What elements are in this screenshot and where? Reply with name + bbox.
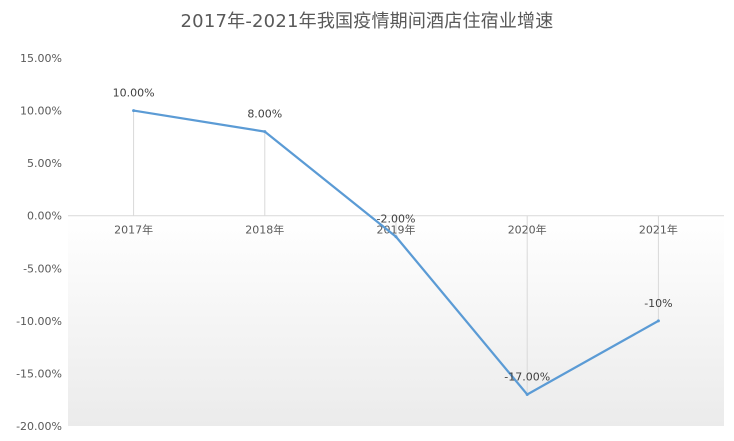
data-label: -17.00% [504,370,550,383]
y-tick-label: -10.00% [16,315,62,328]
data-point [525,392,529,396]
x-tick-label: 2021年 [639,223,678,237]
data-label: -2.00% [377,213,416,226]
y-tick-label: 10.00% [20,105,62,118]
x-tick-label: 2019年 [377,223,416,237]
data-point [394,235,398,239]
x-tick-label: 2017年 [114,223,153,237]
data-point [656,319,660,323]
x-tick-label: 2020年 [508,223,547,237]
plot-background [68,215,724,426]
data-point [132,109,136,113]
y-tick-label: -20.00% [16,420,62,433]
data-label: -10% [644,297,672,310]
data-label: 10.00% [113,87,155,100]
x-tick-label: 2018年 [245,223,284,237]
y-tick-label: -15.00% [16,367,62,380]
y-tick-label: 5.00% [27,157,62,170]
chart-title: 2017年-2021年我国疫情期间酒店住宿业增速 [180,11,554,32]
y-tick-label: 0.00% [27,210,62,223]
data-point [263,130,267,134]
y-tick-label: 15.00% [20,52,62,65]
y-tick-label: -5.00% [23,262,62,275]
data-label: 8.00% [247,108,282,121]
